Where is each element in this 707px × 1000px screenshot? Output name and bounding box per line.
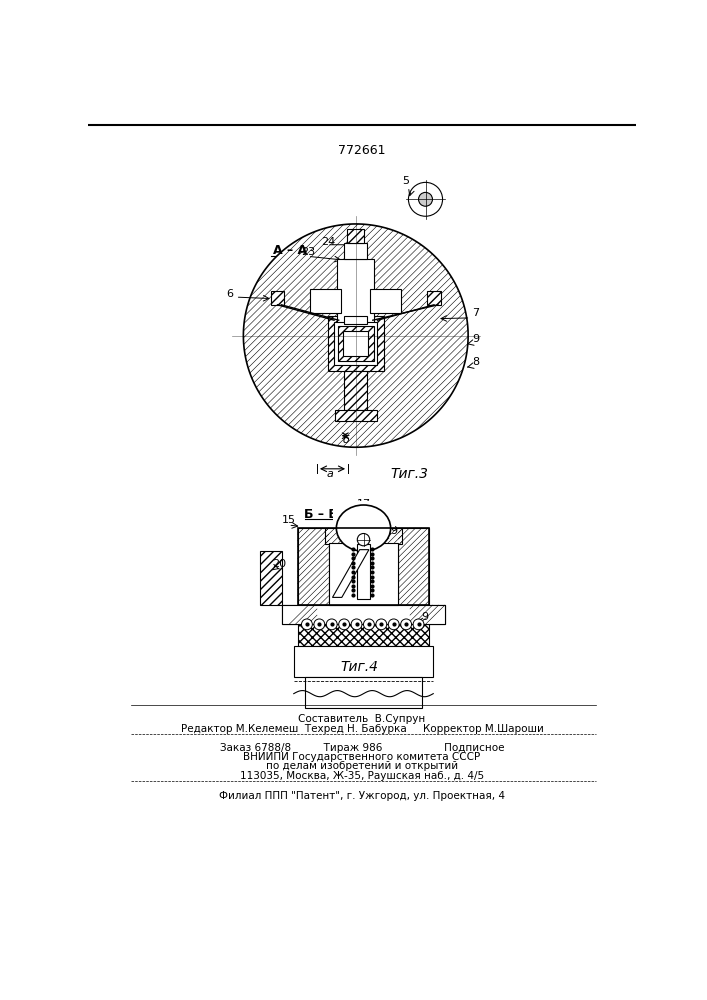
Text: 19: 19 bbox=[385, 526, 399, 536]
Bar bbox=[427, 291, 441, 305]
Text: 20: 20 bbox=[272, 559, 286, 569]
Circle shape bbox=[388, 619, 399, 630]
Circle shape bbox=[363, 619, 374, 630]
Text: ВНИИПИ Государственного комитета СССР: ВНИИПИ Государственного комитета СССР bbox=[243, 752, 481, 762]
Bar bbox=[298, 528, 429, 605]
Bar bbox=[293, 646, 433, 677]
Text: 8: 8 bbox=[472, 357, 479, 367]
Text: 5: 5 bbox=[402, 176, 409, 186]
Text: 772661: 772661 bbox=[338, 144, 386, 157]
Bar bbox=[329, 543, 398, 605]
Text: Редактор М.Келемеш  Техред Н. Бабурка     Корректор М.Шароши: Редактор М.Келемеш Техред Н. Бабурка Кор… bbox=[180, 724, 544, 734]
Circle shape bbox=[327, 619, 337, 630]
Bar bbox=[335, 410, 378, 421]
Circle shape bbox=[339, 619, 349, 630]
Text: 113035, Москва, Ж-35, Раушская наб., д. 4/5: 113035, Москва, Ж-35, Раушская наб., д. … bbox=[240, 771, 484, 781]
Bar bbox=[328, 316, 384, 371]
Circle shape bbox=[419, 192, 433, 206]
Text: 24: 24 bbox=[321, 237, 335, 247]
Circle shape bbox=[351, 619, 362, 630]
Bar bbox=[398, 528, 429, 605]
Text: а: а bbox=[327, 469, 334, 479]
Bar bbox=[282, 605, 445, 624]
Bar bbox=[332, 501, 395, 528]
Polygon shape bbox=[332, 550, 369, 597]
Bar bbox=[347, 229, 364, 243]
Text: 9: 9 bbox=[472, 334, 479, 344]
Bar bbox=[337, 259, 374, 324]
Bar bbox=[271, 291, 284, 305]
Text: A – A: A – A bbox=[273, 244, 307, 257]
Bar bbox=[282, 605, 317, 624]
Bar bbox=[344, 371, 368, 410]
Text: б: б bbox=[343, 435, 350, 445]
Bar bbox=[298, 528, 329, 605]
Bar bbox=[305, 677, 421, 708]
Text: 23: 23 bbox=[301, 247, 315, 257]
Text: 17: 17 bbox=[357, 499, 371, 509]
Text: 7: 7 bbox=[472, 308, 479, 318]
Text: 6: 6 bbox=[226, 289, 233, 299]
Text: Τиг.4: Τиг.4 bbox=[341, 660, 379, 674]
Circle shape bbox=[401, 619, 411, 630]
Text: 15: 15 bbox=[282, 515, 296, 525]
Bar bbox=[344, 316, 368, 324]
Circle shape bbox=[314, 619, 325, 630]
Bar bbox=[357, 544, 370, 599]
Text: 18: 18 bbox=[380, 502, 395, 512]
Bar bbox=[344, 331, 368, 356]
Bar bbox=[334, 322, 378, 365]
Bar bbox=[260, 551, 282, 605]
Text: Б – Б: Б – Б bbox=[304, 508, 338, 521]
Text: Составитель  В.Супрун: Составитель В.Супрун bbox=[298, 714, 426, 724]
Bar bbox=[325, 528, 402, 544]
Circle shape bbox=[376, 619, 387, 630]
PathPatch shape bbox=[243, 224, 468, 447]
Text: Заказ 6788/8          Тираж 986                   Подписное: Заказ 6788/8 Тираж 986 Подписное bbox=[220, 743, 504, 753]
Bar bbox=[298, 624, 429, 646]
Text: Филиал ППП "Патент", г. Ужгород, ул. Проектная, 4: Филиал ППП "Патент", г. Ужгород, ул. Про… bbox=[219, 791, 505, 801]
Bar bbox=[338, 326, 373, 361]
Text: 9: 9 bbox=[421, 612, 428, 622]
Text: по делам изобретений и открытий: по делам изобретений и открытий bbox=[266, 761, 458, 771]
Circle shape bbox=[413, 619, 424, 630]
Bar bbox=[370, 289, 402, 312]
Circle shape bbox=[357, 533, 370, 546]
Bar bbox=[410, 605, 445, 624]
Text: Τиг.3: Τиг.3 bbox=[391, 467, 428, 481]
Circle shape bbox=[409, 182, 443, 216]
Circle shape bbox=[301, 619, 312, 630]
Ellipse shape bbox=[337, 505, 391, 551]
Bar bbox=[344, 243, 368, 259]
Text: 16: 16 bbox=[385, 547, 399, 557]
Bar bbox=[310, 289, 341, 312]
